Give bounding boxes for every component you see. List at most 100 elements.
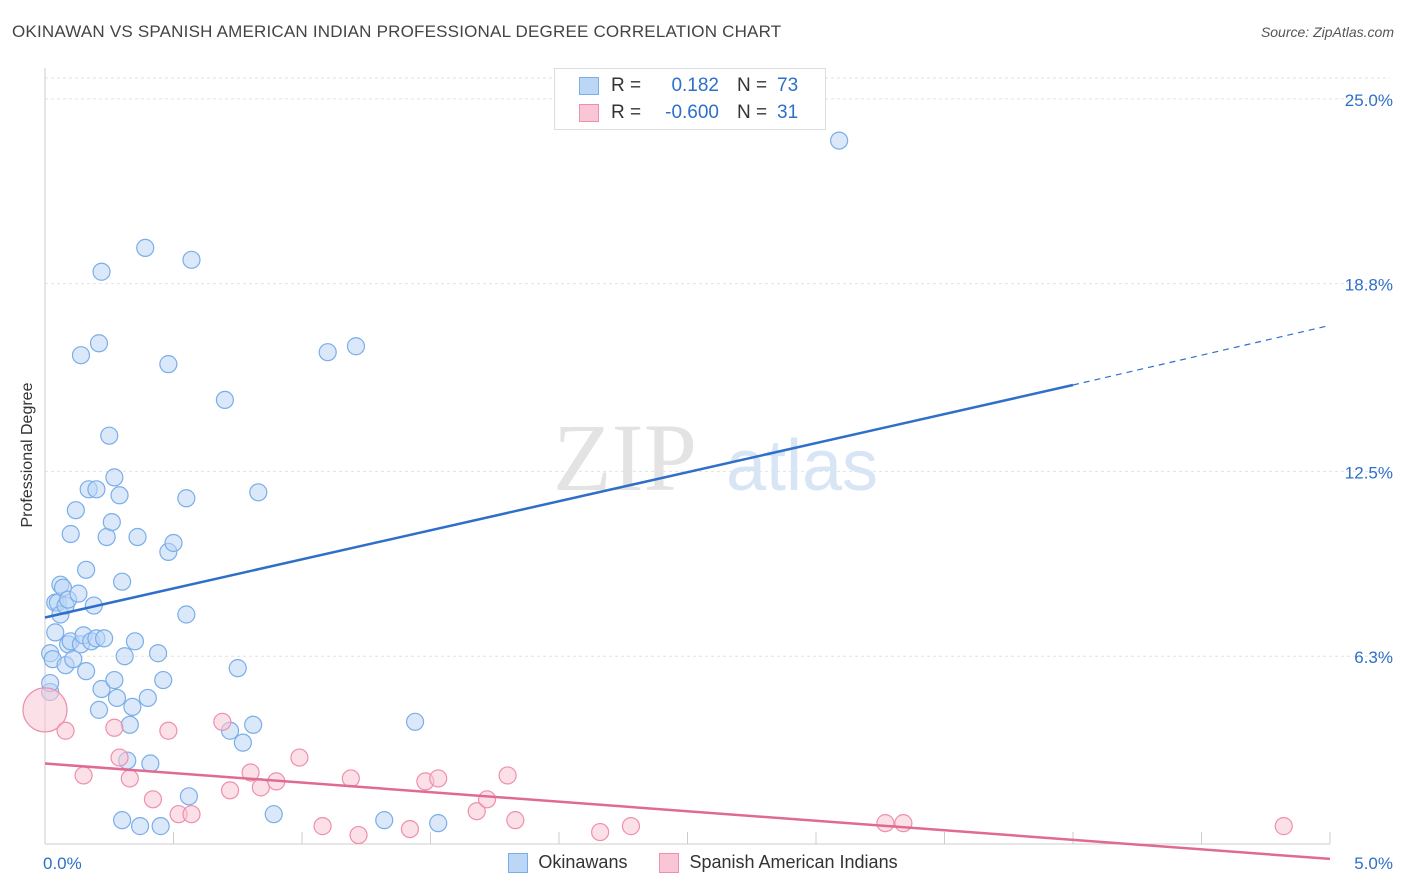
legend-r-value: 0.182: [671, 75, 719, 96]
spanish-american-indian-point: [251, 778, 270, 797]
okinawan-point: [233, 733, 252, 752]
legend: R = 0.182 N = 73 R = -0.600 N = 31: [554, 68, 826, 130]
okinawan-point: [125, 632, 145, 651]
spanish-american-indian-point: [591, 822, 610, 842]
okinawan-point: [69, 584, 88, 603]
spanish-american-indian-point: [1274, 817, 1293, 836]
okinawan-point: [151, 817, 170, 836]
okinawan-point: [159, 355, 178, 374]
spanish-american-indian-point: [182, 805, 201, 824]
okinawan-point: [318, 343, 337, 362]
okinawan-point: [375, 811, 394, 830]
okinawan-point: [61, 524, 80, 544]
spanish-american-indian-point: [894, 814, 913, 833]
okinawan-point: [89, 700, 109, 719]
spanish-american-indian-point: [621, 817, 641, 836]
okinawan-point: [346, 337, 366, 356]
okinawan-point: [105, 670, 124, 690]
okinawan-point: [112, 572, 132, 591]
y-tick-label: 6.3%: [1354, 648, 1393, 667]
okinawan-point: [228, 659, 247, 678]
chart-title: OKINAWAN VS SPANISH AMERICAN INDIAN PROF…: [12, 22, 782, 41]
spanish-american-indian-point: [213, 712, 232, 731]
okinawan-point: [249, 483, 268, 502]
okinawan-point: [112, 811, 132, 830]
okinawan-point: [115, 647, 134, 666]
x-tick-label-start: 0.0%: [43, 854, 82, 873]
bottom-legend-label: Okinawans: [538, 852, 628, 872]
okinawan-point: [164, 533, 183, 553]
spanish-american-indian-point: [506, 811, 525, 830]
spanish-american-indian-point: [467, 802, 486, 821]
okinawan-trend-line: [44, 383, 1074, 619]
okinawan-point: [92, 262, 111, 281]
okinawan-point: [130, 817, 150, 836]
bottom-legend-swatch-spanish-american-indians: [659, 852, 680, 873]
okinawan-point: [77, 662, 96, 681]
legend-swatch-spanish-american-indians: [579, 104, 599, 122]
legend-swatch-okinawans: [579, 77, 599, 95]
okinawan-point: [179, 787, 199, 806]
okinawan-point: [136, 238, 155, 257]
y-tick-label: 12.5%: [1345, 463, 1393, 482]
x-tick-label-end: 5.0%: [1354, 854, 1393, 873]
okinawan-point: [46, 623, 65, 642]
okinawan-point: [138, 688, 157, 708]
spanish-american-indian-point: [110, 748, 129, 767]
okinawan-point: [264, 805, 283, 824]
okinawan-point: [77, 560, 96, 579]
okinawan-point: [405, 712, 425, 731]
tick-labels: 6.3% 12.5% 18.8% 25.0% 0.0% 5.0%: [43, 91, 1393, 873]
spanish-american-indian-trend-line: [44, 762, 1331, 861]
y-tick-label: 25.0%: [1345, 91, 1393, 110]
y-tick-label: 18.8%: [1345, 276, 1393, 295]
okinawan-point: [105, 468, 124, 487]
okinawan-point: [110, 486, 129, 505]
spanish-american-indian-point: [429, 769, 448, 788]
data-points: [22, 131, 1293, 845]
spanish-american-indian-point: [341, 769, 360, 788]
okinawan-point: [120, 715, 139, 734]
okinawan-point: [95, 629, 114, 648]
okinawan-trend-extension: [1072, 324, 1331, 386]
spanish-american-indian-point: [105, 718, 124, 737]
okinawan-point: [244, 715, 263, 734]
spanish-american-indian-point: [22, 687, 68, 733]
bottom-legend-okinawans: Okinawans: [508, 852, 627, 873]
okinawan-point: [154, 670, 173, 690]
watermark-zip: ZIP: [553, 404, 697, 511]
spanish-american-indian-point: [56, 721, 75, 740]
spanish-american-indian-point: [159, 721, 178, 740]
okinawan-point: [830, 131, 849, 150]
spanish-american-indian-point: [143, 790, 163, 809]
okinawan-point: [141, 754, 160, 773]
legend-n-value: 73: [777, 75, 799, 96]
okinawan-point: [123, 697, 142, 716]
okinawan-point: [177, 605, 196, 624]
okinawan-point: [71, 346, 91, 365]
spanish-american-indian-point: [349, 825, 368, 845]
okinawan-point: [429, 814, 448, 833]
okinawan-point: [128, 527, 147, 547]
grid-lines: [45, 77, 1390, 657]
bottom-legend: Okinawans Spanish American Indians: [0, 852, 1406, 873]
trend-lines: [44, 324, 1331, 861]
bottom-legend-spanish-american-indians: Spanish American Indians: [659, 852, 898, 873]
okinawan-point: [66, 501, 85, 520]
spanish-american-indian-point: [290, 748, 309, 767]
legend-r-label: R =: [611, 102, 642, 123]
okinawan-point: [102, 513, 121, 532]
spanish-american-indian-point: [477, 790, 497, 809]
legend-n-value: 31: [777, 102, 799, 123]
watermark-atlas: atlas: [726, 426, 878, 506]
legend-n-label: N =: [737, 102, 768, 123]
spanish-american-indian-point: [498, 766, 517, 785]
chart-source: Source: ZipAtlas.com: [1260, 24, 1394, 40]
okinawan-point: [87, 480, 106, 499]
spanish-american-indian-point: [120, 769, 139, 788]
okinawan-point: [215, 390, 234, 409]
legend-n-label: N =: [737, 75, 768, 96]
spanish-american-indian-point: [220, 781, 240, 800]
okinawan-point: [177, 489, 196, 508]
